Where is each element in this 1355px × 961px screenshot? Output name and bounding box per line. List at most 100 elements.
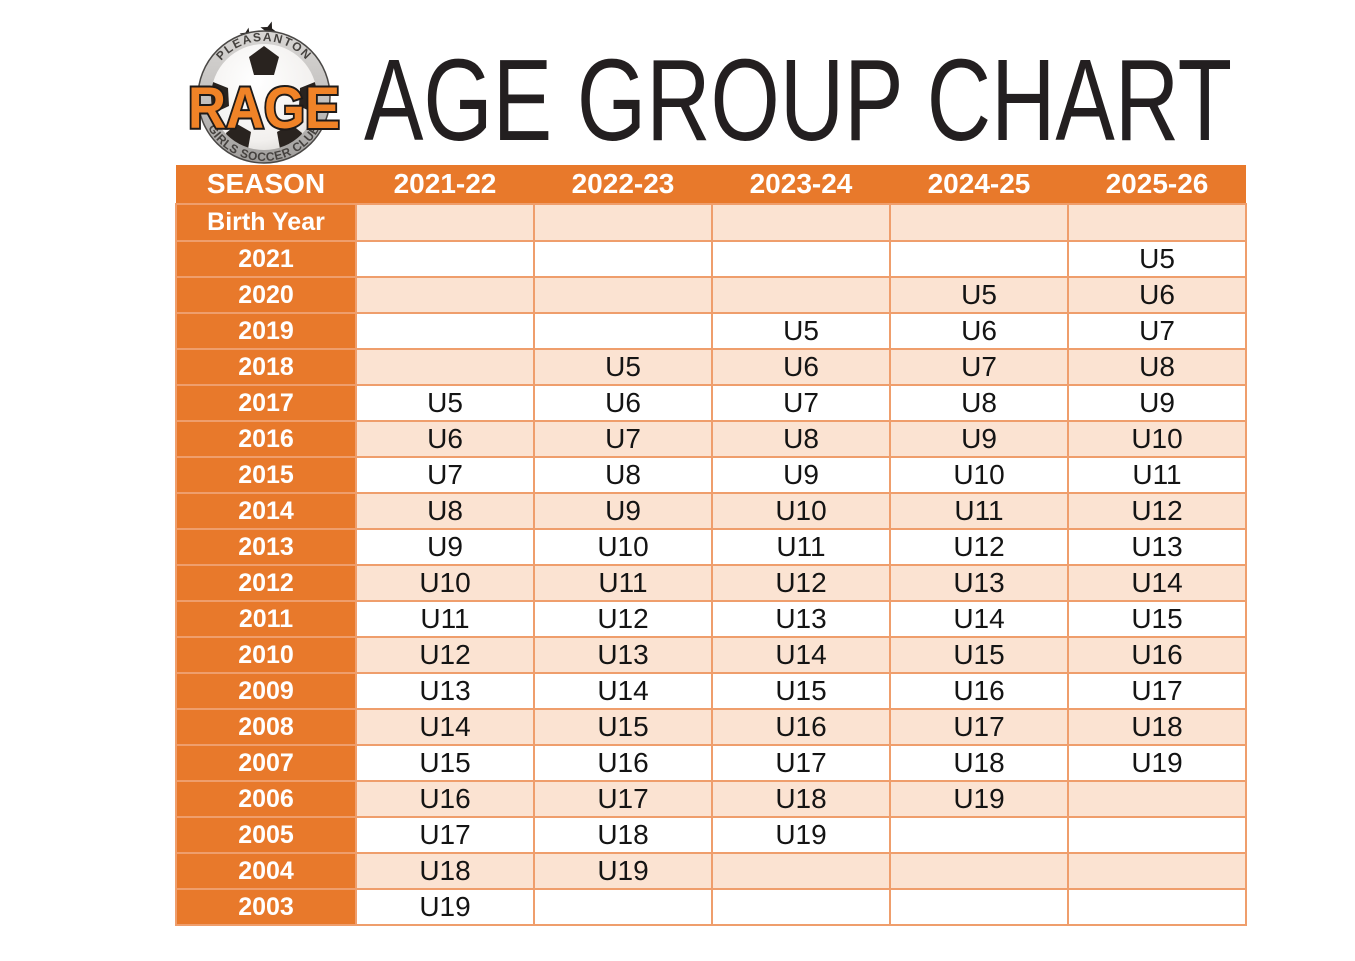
age-group-cell: U14 (711, 636, 891, 674)
age-group-cell: U17 (533, 780, 713, 818)
age-group-cell: U7 (711, 384, 891, 422)
star-icon (260, 21, 278, 39)
season-header-label: SEASON (176, 165, 356, 205)
age-group-cell (1067, 816, 1247, 854)
age-group-cell: U19 (533, 852, 713, 890)
birth-year-cell: 2007 (175, 744, 357, 782)
age-group-cell (889, 240, 1069, 278)
age-group-cell: U19 (355, 888, 535, 926)
age-group-cell: U16 (711, 708, 891, 746)
season-header-cell: 2024-25 (890, 165, 1068, 205)
age-group-cell: U11 (533, 564, 713, 602)
age-group-cell: U16 (1067, 636, 1247, 674)
age-group-cell: U18 (533, 816, 713, 854)
season-header-cell: 2021-22 (356, 165, 534, 205)
table-row: 2003 U19 (175, 888, 1247, 926)
age-group-cell: U13 (711, 600, 891, 638)
age-group-cell (889, 816, 1069, 854)
age-group-cell (355, 276, 535, 314)
age-group-cell: U14 (533, 672, 713, 710)
table-row: 2014 U8 U9 U10 U11 U12 (175, 492, 1247, 530)
age-group-cell: U6 (889, 312, 1069, 350)
table-row: 2009 U13 U14 U15 U16 U17 (175, 672, 1247, 710)
birth-year-empty-cell (711, 203, 891, 242)
birth-year-cell: 2013 (175, 528, 357, 566)
age-group-cell: U5 (1067, 240, 1247, 278)
age-group-cell (533, 240, 713, 278)
age-group-cell: U17 (355, 816, 535, 854)
page-title: AGE GROUP CHART (364, 36, 1232, 161)
age-group-cell: U10 (355, 564, 535, 602)
age-group-cell (1067, 780, 1247, 818)
age-group-cell: U10 (533, 528, 713, 566)
age-group-cell: U12 (711, 564, 891, 602)
table-row: 2020 U5 U6 (175, 276, 1247, 314)
birth-year-cell: 2014 (175, 492, 357, 530)
birth-year-cell: 2021 (175, 240, 357, 278)
age-group-cell (533, 276, 713, 314)
birth-year-cell: 2017 (175, 384, 357, 422)
age-group-cell: U6 (711, 348, 891, 386)
season-header-cell: 2025-26 (1068, 165, 1246, 205)
birth-year-label: Birth Year (175, 203, 357, 242)
age-group-cell: U8 (355, 492, 535, 530)
age-group-cell: U16 (533, 744, 713, 782)
age-group-cell: U12 (889, 528, 1069, 566)
age-group-cell: U9 (533, 492, 713, 530)
birth-year-empty-cell (355, 203, 535, 242)
age-group-cell: U6 (1067, 276, 1247, 314)
birth-year-cell: 2019 (175, 312, 357, 350)
table-row: 2015 U7 U8 U9 U10 U11 (175, 456, 1247, 494)
title-banner: AGE GROUP CHART (364, 36, 1232, 161)
age-group-cell: U11 (711, 528, 891, 566)
table-row: 2016 U6 U7 U8 U9 U10 (175, 420, 1247, 458)
age-group-cell: U11 (889, 492, 1069, 530)
birth-year-cell: 2018 (175, 348, 357, 386)
age-group-cell: U19 (889, 780, 1069, 818)
birth-year-cell: 2006 (175, 780, 357, 818)
age-group-cell: U8 (889, 384, 1069, 422)
age-group-cell: U8 (711, 420, 891, 458)
season-header-cell: 2023-24 (712, 165, 890, 205)
age-group-cell: U11 (355, 600, 535, 638)
age-group-cell: U18 (1067, 708, 1247, 746)
birth-year-cell: 2010 (175, 636, 357, 674)
age-group-cell: U6 (355, 420, 535, 458)
table-row: 2021 U5 (175, 240, 1247, 278)
age-group-cell: U19 (1067, 744, 1247, 782)
age-group-cell: U9 (889, 420, 1069, 458)
age-group-cell: U12 (1067, 492, 1247, 530)
age-group-cell (533, 888, 713, 926)
age-group-cell: U7 (355, 456, 535, 494)
age-group-cell: U18 (355, 852, 535, 890)
birth-year-row: Birth Year (175, 203, 1247, 242)
age-group-cell (1067, 888, 1247, 926)
age-group-cell (1067, 852, 1247, 890)
birth-year-cell: 2016 (175, 420, 357, 458)
birth-year-empty-cell (889, 203, 1069, 242)
birth-year-cell: 2003 (175, 888, 357, 926)
age-group-cell (355, 348, 535, 386)
birth-year-cell: 2008 (175, 708, 357, 746)
age-group-cell (711, 240, 891, 278)
age-group-cell: U9 (355, 528, 535, 566)
age-group-cell: U15 (355, 744, 535, 782)
age-group-cell: U15 (711, 672, 891, 710)
age-group-cell: U13 (889, 564, 1069, 602)
table-row: 2011 U11 U12 U13 U14 U15 (175, 600, 1247, 638)
birth-year-cell: 2015 (175, 456, 357, 494)
age-group-cell: U5 (355, 384, 535, 422)
logo-rage-text: RAGE (188, 76, 340, 141)
birth-year-cell: 2005 (175, 816, 357, 854)
age-group-cell (533, 312, 713, 350)
table-row: 2017 U5 U6 U7 U8 U9 (175, 384, 1247, 422)
age-group-cell: U8 (1067, 348, 1247, 386)
age-group-cell: U13 (355, 672, 535, 710)
season-header-row: SEASON 2021-22 2022-23 2023-24 2024-25 2025-… (176, 165, 1246, 205)
birth-year-cell: 2011 (175, 600, 357, 638)
age-group-cell: U15 (889, 636, 1069, 674)
birth-year-cell: 2020 (175, 276, 357, 314)
age-group-cell: U18 (711, 780, 891, 818)
age-group-cell: U8 (533, 456, 713, 494)
